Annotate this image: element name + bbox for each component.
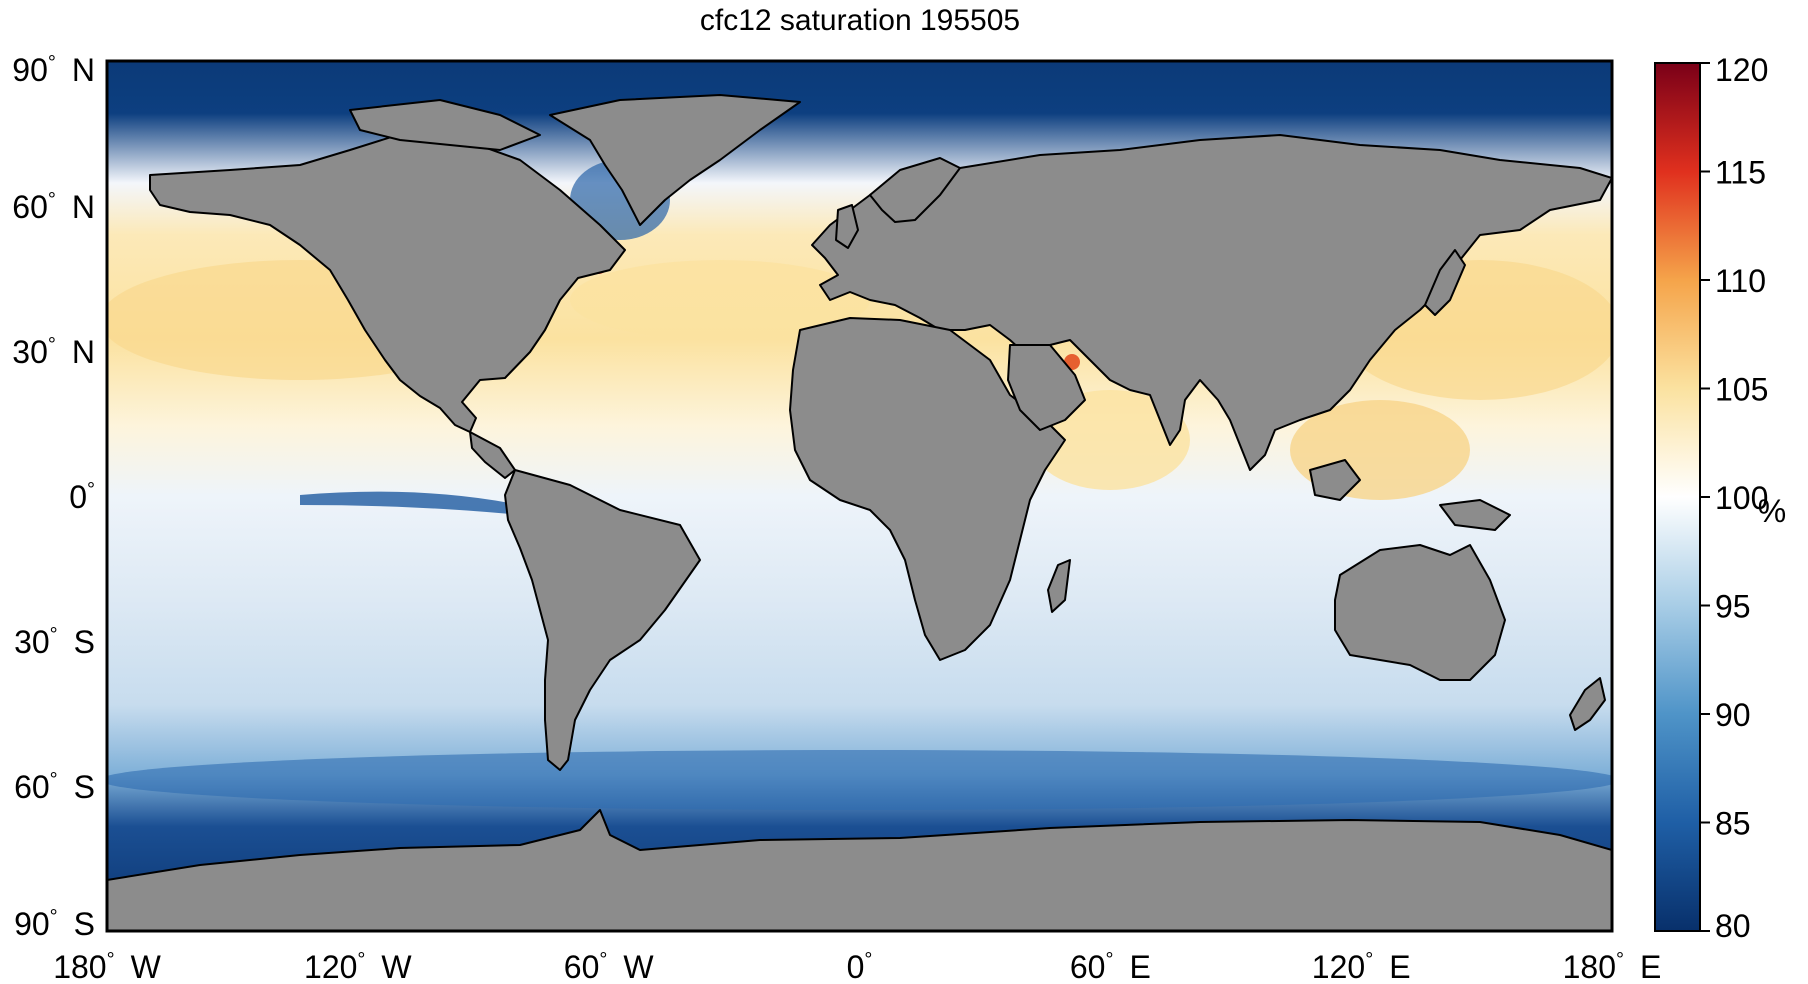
land-south-america xyxy=(504,469,701,771)
lat-tick-label: 0° xyxy=(69,479,95,515)
equatorial-pacific-undersaturation xyxy=(300,491,520,515)
land-scandinavia xyxy=(869,157,961,223)
land-madagascar xyxy=(1047,559,1071,613)
land-new-zealand xyxy=(1569,677,1606,731)
land-arabian-peninsula xyxy=(1007,344,1086,431)
colorbar-tick-label: 115 xyxy=(1715,155,1766,191)
colorbar-tick-label: 95 xyxy=(1715,589,1751,625)
map-frame xyxy=(105,59,1614,933)
land-japan xyxy=(1424,249,1466,316)
lat-tick-label: 30° N xyxy=(12,334,95,370)
colorbar-tick-label: 90 xyxy=(1715,697,1751,733)
land-masses xyxy=(107,94,1612,931)
lon-tick-label: 60° E xyxy=(1070,949,1151,984)
land-new-guinea xyxy=(1439,499,1511,531)
colorbar-tick-label: 105 xyxy=(1715,372,1768,408)
land-greenland xyxy=(549,94,801,226)
lat-tick-label: 30° S xyxy=(14,624,95,660)
colorbar-tick-label: 100 xyxy=(1715,480,1768,516)
longitude-tick-labels: 180° W 120° W 60° W 0° 60° E 120° E 180° E xyxy=(53,949,1661,984)
lon-tick-label: 180° W xyxy=(53,949,161,984)
land-antarctica xyxy=(107,809,1612,931)
map-area xyxy=(107,61,1612,931)
north-atlantic-warm-band xyxy=(570,260,870,340)
colorbar-gradient xyxy=(1654,62,1701,932)
land-great-britain xyxy=(835,204,859,249)
land-australia xyxy=(1334,544,1506,681)
map-title: cfc12 saturation 195505 xyxy=(700,4,1020,37)
lon-tick-label: 0° xyxy=(847,949,873,984)
land-central-america-caribbean xyxy=(469,431,516,479)
land-canadian-arctic-islands xyxy=(349,99,541,151)
land-north-america xyxy=(149,127,626,433)
southern-ocean-band xyxy=(107,750,1612,810)
land-indonesia-borneo xyxy=(1309,459,1361,501)
lat-tick-label: 60° N xyxy=(12,189,95,225)
lon-tick-label: 180° E xyxy=(1563,949,1662,984)
lon-tick-label: 120° E xyxy=(1312,949,1411,984)
land-europe-asia xyxy=(811,134,1612,471)
lat-tick-label: 90° N xyxy=(12,52,95,88)
latitude-tick-labels: 90° N 60° N 30° N 0° 30° S 60° S 90° S xyxy=(12,52,95,942)
lat-tick-label: 90° S xyxy=(14,906,95,942)
lat-tick-label: 60° S xyxy=(14,769,95,805)
colorbar-tick-labels: 80 85 90 95 100 105 110 115 120 xyxy=(1700,52,1768,944)
lon-tick-label: 120° W xyxy=(304,949,412,984)
lon-tick-label: 60° W xyxy=(564,949,655,984)
colorbar-tick-label: 85 xyxy=(1715,806,1751,842)
land-africa xyxy=(789,317,1066,661)
colorbar-tick-label: 110 xyxy=(1715,263,1766,299)
colorbar-unit-label: % xyxy=(1758,493,1786,529)
colorbar: 80 85 90 95 100 105 110 115 120 % xyxy=(1654,52,1786,944)
colorbar-tick-label: 120 xyxy=(1715,52,1768,88)
colorbar-tick-label: 80 xyxy=(1715,908,1751,944)
